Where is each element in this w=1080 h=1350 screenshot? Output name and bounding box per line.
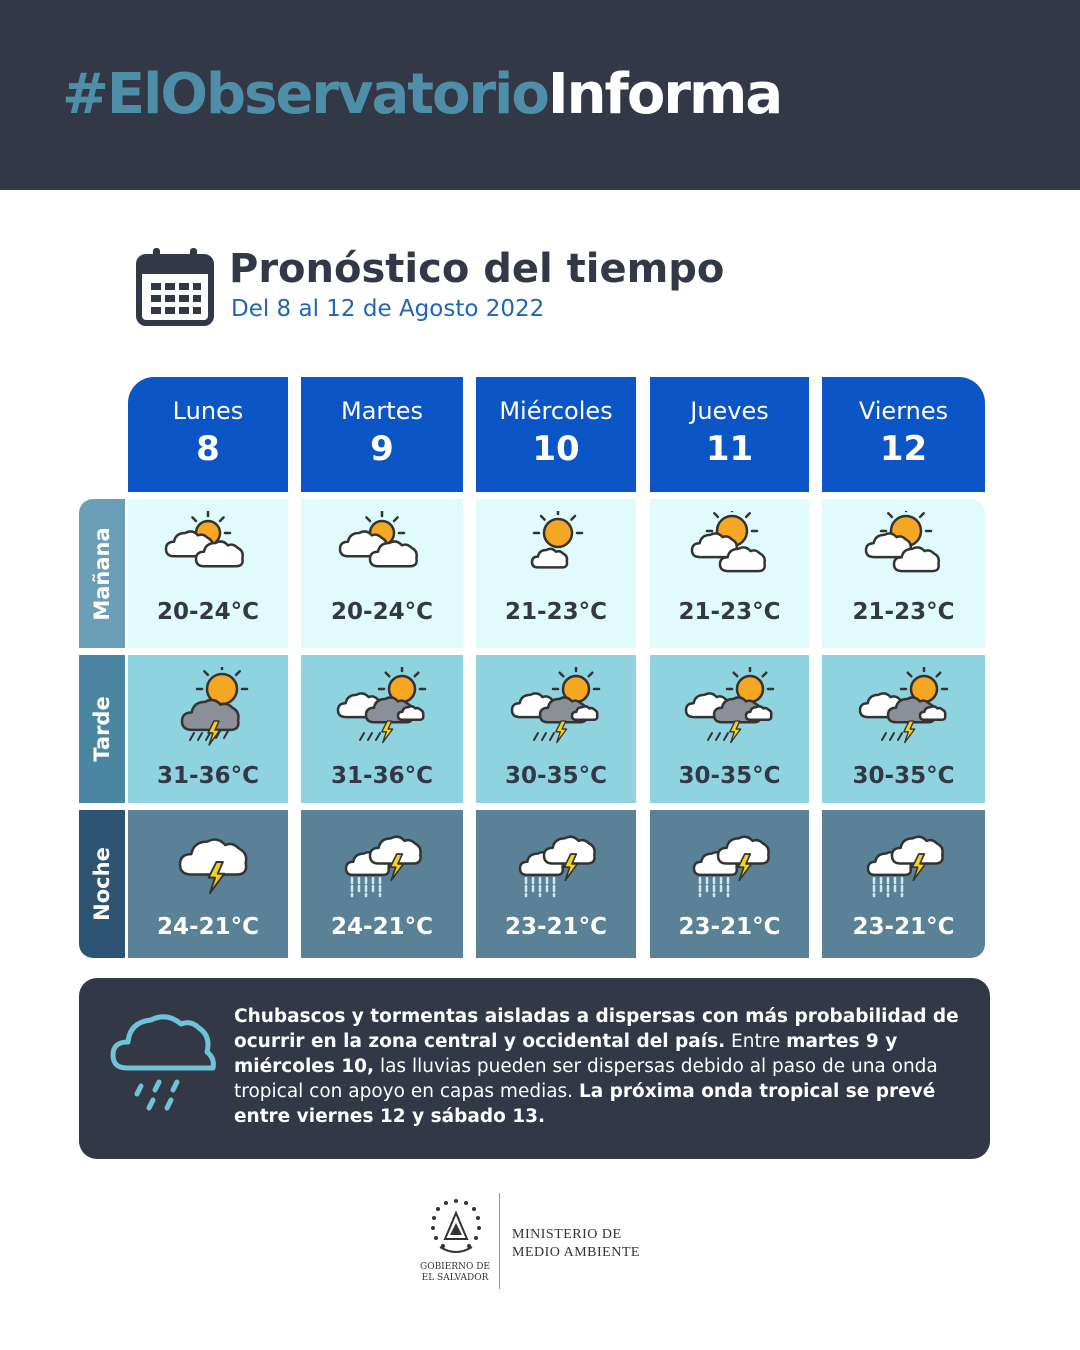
temperature-range: 24-21°C bbox=[157, 914, 259, 940]
row-label: Tarde bbox=[79, 655, 125, 803]
hashtag-part-2: Informa bbox=[547, 62, 783, 127]
forecast-cell: 31-36°C bbox=[128, 655, 288, 803]
day-name: Viernes bbox=[858, 397, 949, 425]
forecast-cell: 23-21°C bbox=[650, 810, 809, 958]
cloud-rain-lightning-icon bbox=[866, 835, 944, 898]
temperature-range: 31-36°C bbox=[157, 763, 259, 789]
temperature-range: 30-35°C bbox=[505, 763, 607, 789]
temperature-range: 21-23°C bbox=[678, 599, 781, 625]
row-label: Noche bbox=[79, 810, 125, 958]
cloud-rain-lightning-icon bbox=[344, 835, 422, 898]
date-range-subtitle: Del 8 al 12 de Agosto 2022 bbox=[231, 296, 545, 322]
sun-clouds-thunderstorm-icon bbox=[336, 667, 427, 744]
temperature-range: 23-21°C bbox=[852, 914, 955, 940]
forecast-cell: 20-24°C bbox=[301, 499, 463, 648]
day-header: Martes 9 bbox=[301, 377, 463, 492]
day-header: Jueves 11 bbox=[650, 377, 809, 492]
ministry-label: MINISTERIO DE MEDIO AMBIENTE bbox=[512, 1227, 640, 1260]
rain-cloud-icon bbox=[110, 1014, 216, 1111]
page-title: Pronóstico del tiempo bbox=[229, 246, 725, 292]
row-label-text: Tarde bbox=[90, 696, 114, 762]
day-name: Lunes bbox=[172, 397, 244, 425]
temperature-range: 20-24°C bbox=[157, 599, 259, 625]
hashtag-title: #ElObservatorioInforma bbox=[62, 62, 783, 127]
forecast-cell: 24-21°C bbox=[128, 810, 288, 958]
forecast-cell: 23-21°C bbox=[476, 810, 636, 958]
sun-clouds-thunderstorm-icon bbox=[510, 667, 601, 744]
day-number: 9 bbox=[370, 429, 394, 469]
partly-cloudy-sun-icon bbox=[338, 511, 418, 568]
header-banner: #ElObservatorioInforma bbox=[0, 0, 1080, 190]
sun-clouds-thunderstorm-icon bbox=[684, 667, 774, 744]
sun-clouds-thunderstorm-icon bbox=[858, 667, 948, 744]
temperature-range: 31-36°C bbox=[331, 763, 433, 789]
day-header: Lunes 8 bbox=[128, 377, 288, 492]
footer-divider bbox=[499, 1193, 500, 1289]
temperature-range: 23-21°C bbox=[505, 914, 607, 940]
day-header: Viernes 12 bbox=[822, 377, 985, 492]
cloud-rain-lightning-icon bbox=[518, 835, 596, 898]
government-seal-icon bbox=[431, 1199, 481, 1253]
forecast-cell: 21-23°C bbox=[476, 499, 636, 648]
row-label-text: Noche bbox=[90, 847, 114, 921]
day-number: 8 bbox=[196, 429, 220, 469]
forecast-notice: Chubascos y tormentas aisladas a dispers… bbox=[79, 978, 990, 1159]
temperature-range: 21-23°C bbox=[505, 599, 607, 625]
forecast-cell: 30-35°C bbox=[822, 655, 985, 803]
temperature-range: 21-23°C bbox=[852, 599, 955, 625]
row-label: Mañana bbox=[79, 499, 125, 648]
sun-behind-clouds-icon bbox=[864, 511, 940, 573]
hashtag-part-1: #ElObservatorio bbox=[62, 62, 550, 127]
temperature-range: 23-21°C bbox=[678, 914, 781, 940]
calendar-icon bbox=[136, 248, 214, 326]
sun-thunderstorm-icon bbox=[180, 667, 249, 746]
temperature-range: 30-35°C bbox=[852, 763, 955, 789]
day-name: Martes bbox=[341, 397, 423, 425]
partly-cloudy-sun-icon bbox=[164, 511, 244, 568]
sun-small-cloud-icon bbox=[530, 511, 584, 569]
day-number: 12 bbox=[879, 429, 928, 469]
temperature-range: 30-35°C bbox=[678, 763, 781, 789]
day-header: Miércoles 10 bbox=[476, 377, 636, 492]
cloud-lightning-icon bbox=[178, 838, 248, 895]
forecast-cell: 20-24°C bbox=[128, 499, 288, 648]
day-name: Miércoles bbox=[499, 397, 613, 425]
government-label: GOBIERNO DE EL SALVADOR bbox=[420, 1262, 490, 1283]
temperature-range: 20-24°C bbox=[331, 599, 433, 625]
notice-text: Chubascos y tormentas aisladas a dispers… bbox=[234, 1006, 959, 1127]
forecast-cell: 23-21°C bbox=[822, 810, 985, 958]
temperature-range: 24-21°C bbox=[331, 914, 433, 940]
forecast-cell: 21-23°C bbox=[650, 499, 809, 648]
day-number: 10 bbox=[532, 429, 580, 469]
forecast-cell: 30-35°C bbox=[650, 655, 809, 803]
forecast-cell: 30-35°C bbox=[476, 655, 636, 803]
day-name: Jueves bbox=[690, 397, 769, 425]
cloud-rain-lightning-icon bbox=[692, 835, 770, 898]
day-number: 11 bbox=[705, 429, 754, 469]
row-label-text: Mañana bbox=[90, 526, 114, 621]
forecast-cell: 24-21°C bbox=[301, 810, 463, 958]
forecast-cell: 31-36°C bbox=[301, 655, 463, 803]
forecast-cell: 21-23°C bbox=[822, 499, 985, 648]
sun-behind-clouds-icon bbox=[690, 511, 766, 573]
